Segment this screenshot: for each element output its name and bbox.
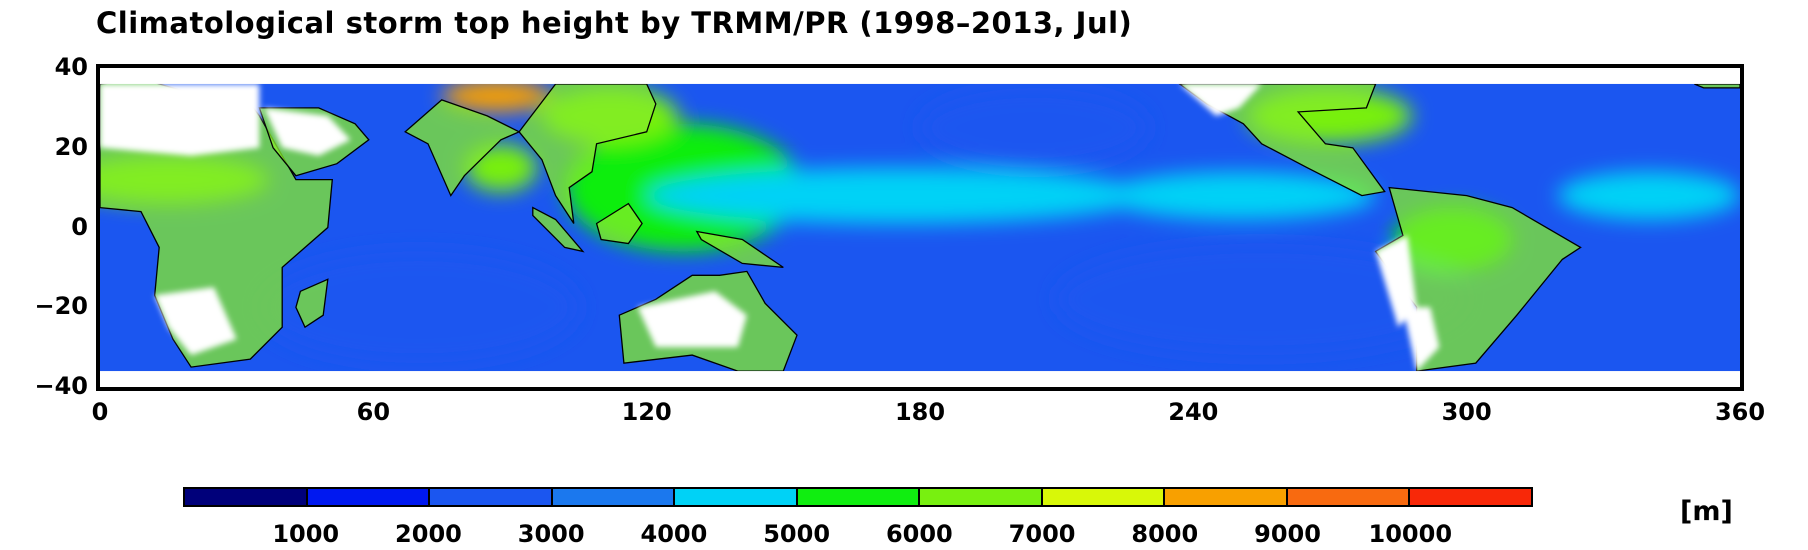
colorbar-segment: [1165, 489, 1288, 505]
land-borneo: [595, 202, 643, 245]
colorbar-label: 5000: [763, 520, 831, 548]
colorbar-segment: [185, 489, 308, 505]
no-rain-kalahari: [154, 287, 237, 356]
colorbar-segment: [1287, 489, 1411, 505]
x-tick-label: 240: [1168, 398, 1219, 426]
region-atlantic-itcz: [1557, 171, 1740, 220]
colorbar-label: 8000: [1131, 520, 1199, 548]
no-rain-n-chile: [1402, 307, 1440, 372]
x-tick-label: 300: [1441, 398, 1492, 426]
colorbar-segment: [675, 489, 798, 505]
colorbar: [183, 487, 1533, 507]
land-madagascar: [295, 278, 329, 329]
no-rain-aus-interior: [637, 291, 747, 348]
y-tick-label: 40: [54, 53, 88, 81]
region-se-pacific: [1056, 243, 1467, 356]
region-itcz-central: [646, 167, 1148, 224]
x-tick-label: 0: [91, 398, 109, 426]
colorbar-label: 10000: [1368, 520, 1453, 548]
colorbar-segment: [307, 489, 431, 505]
storm-height-map: [100, 68, 1740, 387]
region-itcz-east: [1102, 171, 1376, 220]
colorbar-label: 7000: [1008, 520, 1076, 548]
y-tick-label: 20: [54, 132, 88, 161]
colorbar-label: 6000: [885, 520, 953, 548]
no-data-band-north: [100, 68, 1740, 84]
y-tick-label: 0: [71, 212, 88, 241]
land-india: [404, 99, 521, 197]
region-south-indian: [259, 251, 579, 364]
y-tick-label: −20: [34, 292, 88, 321]
land-iberia-europe: [1694, 83, 1740, 89]
no-rain-sw-us: [1179, 84, 1262, 116]
colorbar-label: 3000: [517, 520, 585, 548]
chart-title: Climatological storm top height by TRMM/…: [96, 6, 1133, 40]
colorbar-label: 9000: [1254, 520, 1321, 548]
land-north-america: [1177, 83, 1386, 197]
region-ne-pacific: [920, 87, 1148, 168]
region-tibet: [441, 79, 551, 112]
land-sumatra: [532, 206, 585, 253]
colorbar-segment: [1042, 489, 1166, 505]
x-tick-label: 360: [1714, 398, 1766, 426]
no-rain-sp-desert: [1375, 235, 1417, 328]
colorbar-label: 2000: [395, 520, 462, 548]
land-new-guinea: [695, 230, 784, 269]
no-rain-arabia-desert: [264, 107, 351, 156]
land-indochina: [518, 83, 657, 224]
x-tick-label: 60: [356, 398, 391, 426]
colorbar-segment: [797, 489, 921, 505]
colorbar-label: 4000: [640, 520, 708, 548]
colorbar-label: 1000: [272, 520, 340, 548]
desert-layer: [100, 84, 1440, 372]
colorbar-segment: [552, 489, 676, 505]
map-frame: [96, 64, 1744, 391]
no-rain-sahara: [100, 84, 260, 156]
colorbar-segment: [1410, 489, 1532, 505]
no-data-band-south: [100, 371, 1740, 387]
x-tick-label: 120: [621, 398, 672, 426]
y-tick-label: −40: [34, 372, 88, 400]
colorbar-segment: [430, 489, 553, 505]
colorbar-unit: [m]: [1680, 496, 1733, 527]
colorbar-segment: [920, 489, 1043, 505]
x-tick-label: 180: [894, 398, 946, 426]
